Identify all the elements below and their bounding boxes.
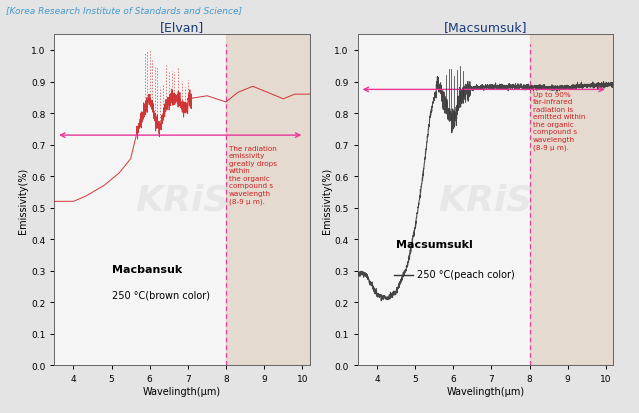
Title: [Elvan]: [Elvan]: [160, 21, 204, 34]
Text: KRiS: KRiS: [135, 183, 229, 217]
Text: 250 °C(brown color): 250 °C(brown color): [112, 290, 210, 300]
Y-axis label: Emissivity(%): Emissivity(%): [18, 167, 28, 233]
X-axis label: Wavelingth(μm): Wavelingth(μm): [143, 386, 221, 396]
Bar: [226, 35, 310, 366]
Text: The radiation
emissivity
greatly drops
within
the organic
compound s
wavelength
: The radiation emissivity greatly drops w…: [229, 145, 277, 204]
Text: [Korea Research Institute of Standards and Science]: [Korea Research Institute of Standards a…: [6, 6, 242, 15]
Title: [Macsumsuk]: [Macsumsuk]: [444, 21, 527, 34]
Text: Macsumsukl: Macsumsukl: [396, 240, 473, 249]
X-axis label: Wavelingth(μm): Wavelingth(μm): [447, 386, 525, 396]
Text: KRiS: KRiS: [438, 183, 533, 217]
Bar: [530, 35, 613, 366]
Text: Up to 90%
far-infrared
radiation is
emitted within
the organic
compound s
wavele: Up to 90% far-infrared radiation is emit…: [532, 92, 585, 151]
Text: 250 °C(peach color): 250 °C(peach color): [417, 269, 515, 279]
Text: Macbansuk: Macbansuk: [112, 265, 181, 275]
Y-axis label: Emissivity(%): Emissivity(%): [321, 167, 332, 233]
